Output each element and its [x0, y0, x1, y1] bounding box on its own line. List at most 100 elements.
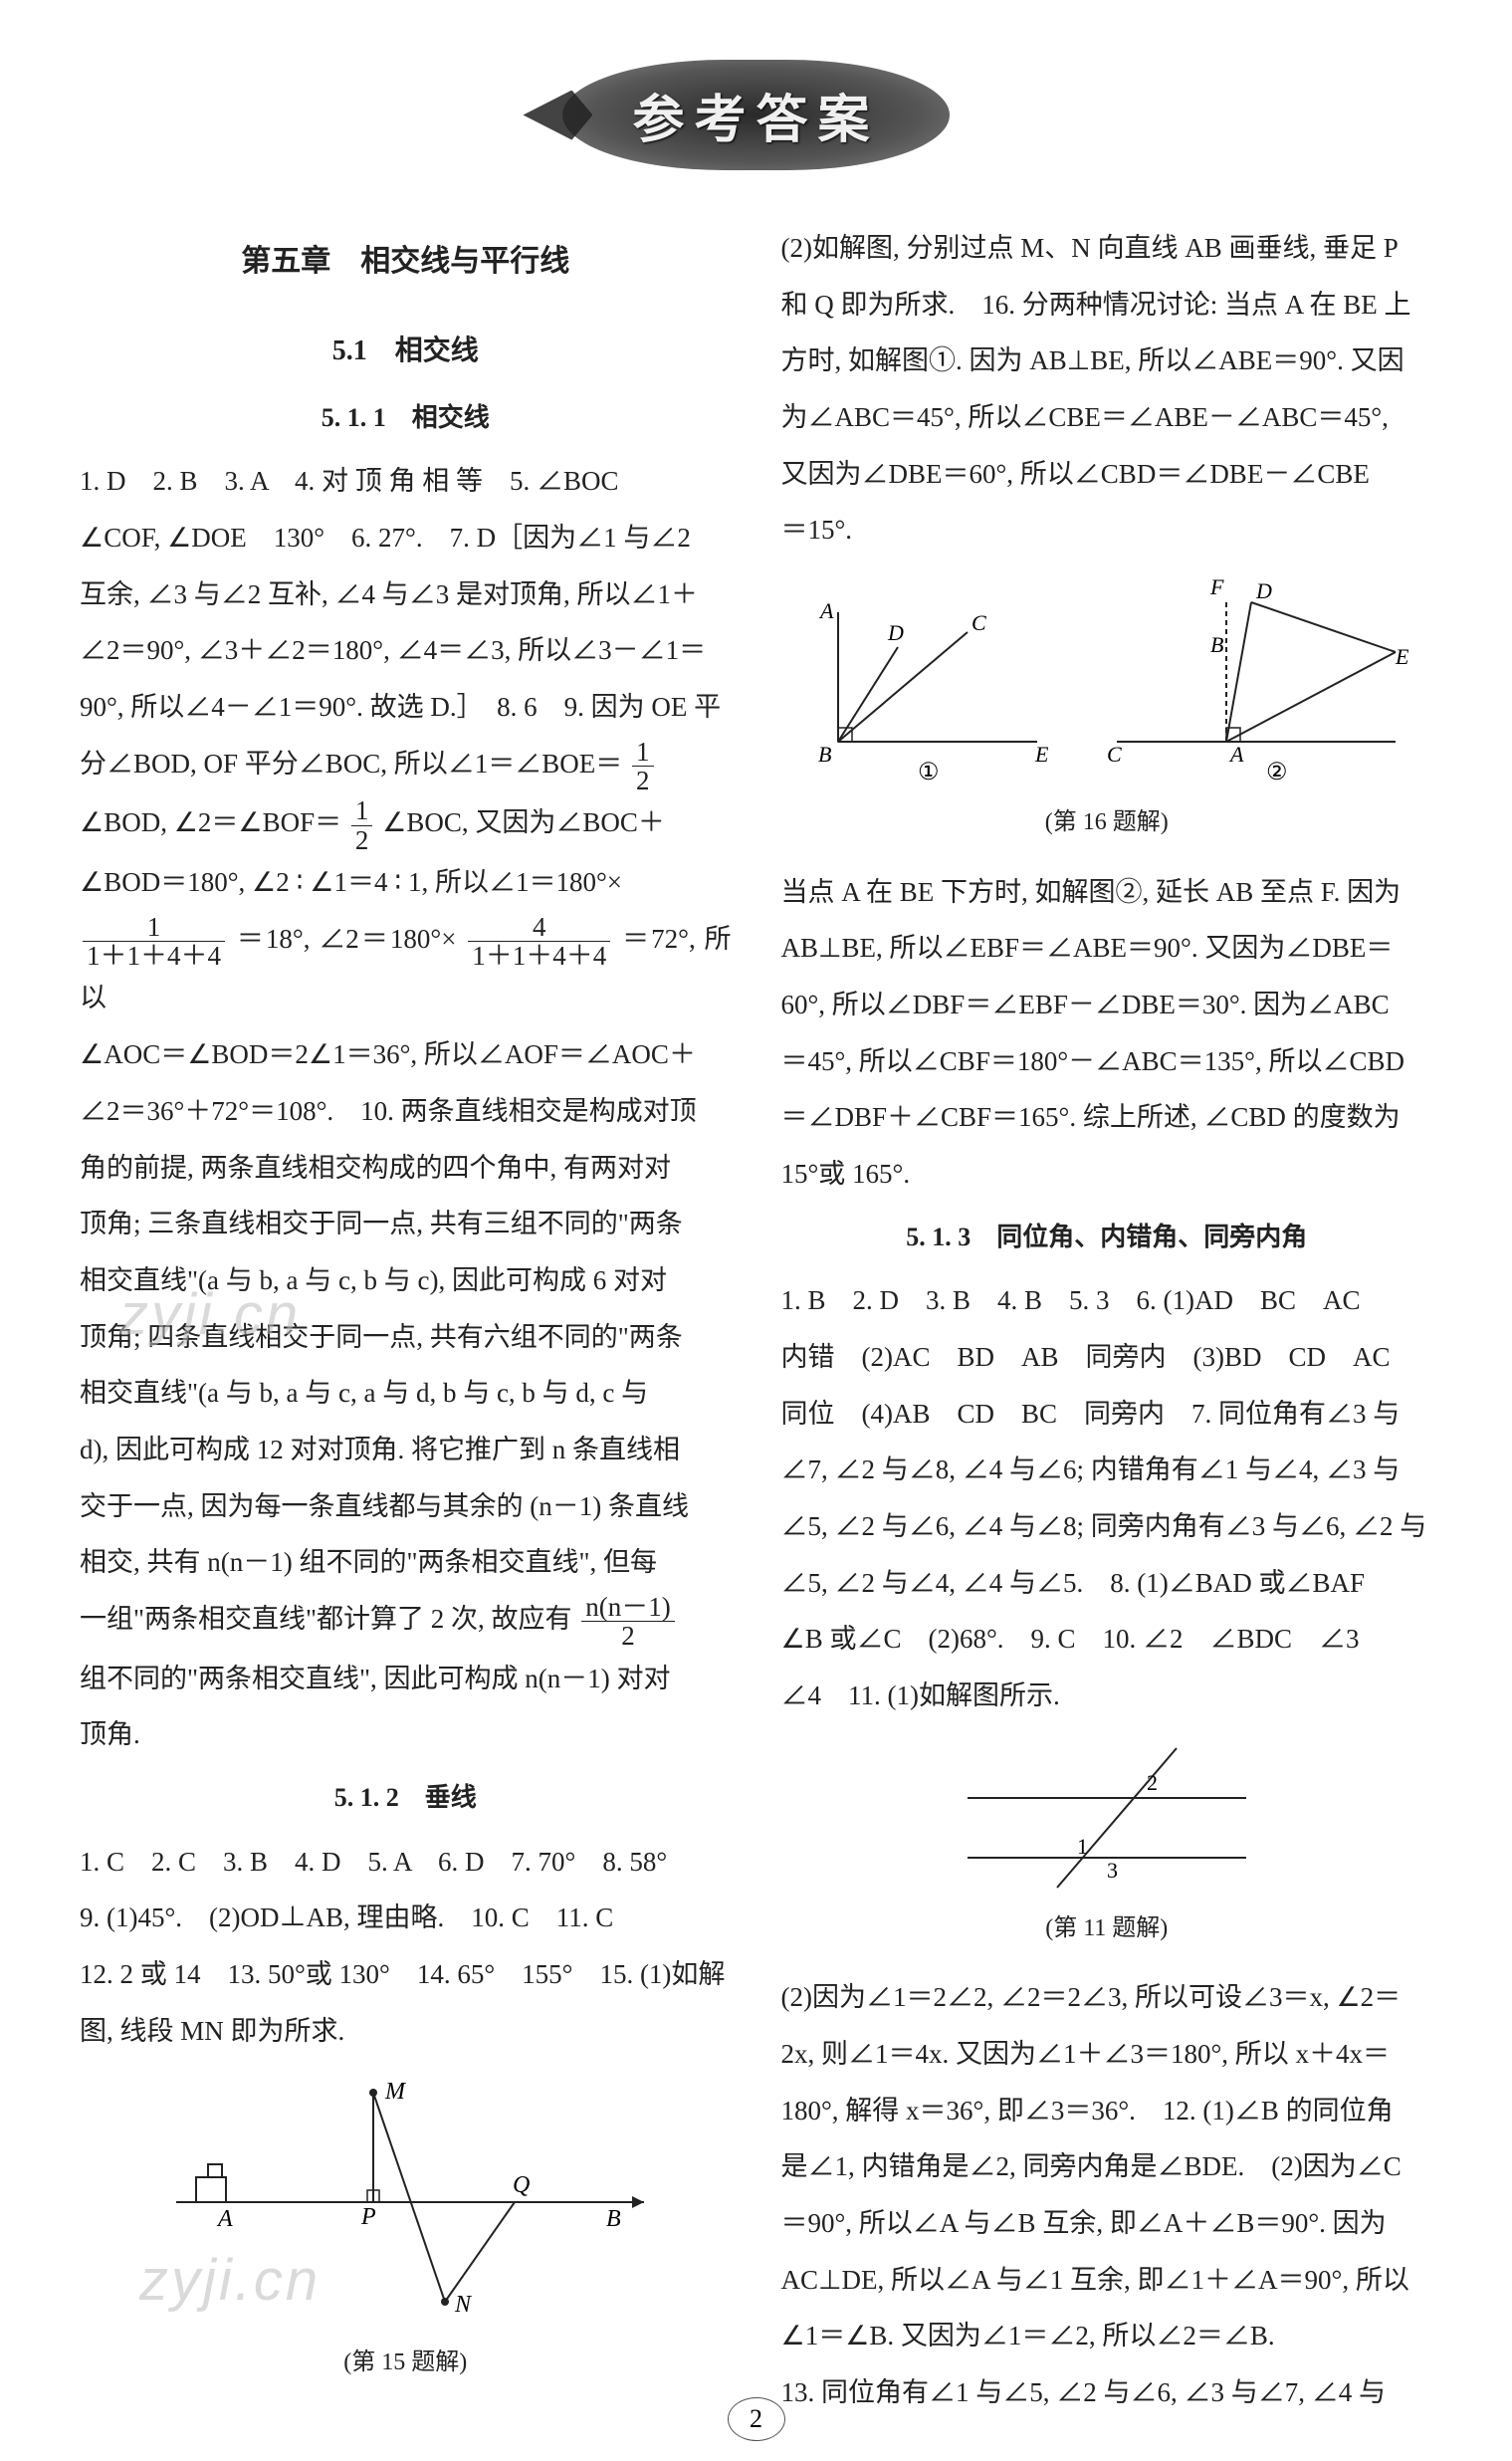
- subsection-5-1-2: 5. 1. 2 垂线: [80, 1771, 732, 1826]
- banner-title: 参考答案: [562, 60, 949, 170]
- right-column: (2)如解图, 分别过点 M、N 向直线 AB 画垂线, 垂足 P 和 Q 即为…: [781, 220, 1433, 2421]
- text-line: 为∠ABC＝45°, 所以∠CBE＝∠ABE－∠ABC＝45°,: [781, 389, 1433, 446]
- svg-text:F: F: [1209, 574, 1224, 599]
- header-banner: 参考答案: [80, 60, 1432, 170]
- text-line: ∠2＝90°, ∠3＋∠2＝180°, ∠4＝∠3, 所以∠3－∠1＝: [80, 622, 732, 679]
- svg-text:B: B: [1210, 632, 1223, 657]
- svg-text:E: E: [1034, 742, 1049, 767]
- label-M: M: [384, 2079, 407, 2105]
- fig15-caption: (第 15 题解): [80, 2338, 732, 2387]
- text-line: 当点 A 在 BE 下方时, 如解图②, 延长 AB 至点 F. 因为: [781, 864, 1433, 921]
- text-line: 11＋1＋4＋4 ＝18°, ∠2＝180°× 41＋1＋4＋4 ＝72°, 所…: [80, 911, 732, 1026]
- text-line: ＝∠DBF＋∠CBF＝165°. 综上所述, ∠CBD 的度数为: [781, 1089, 1433, 1146]
- fraction: 11＋1＋4＋4: [83, 913, 225, 971]
- text-line: 顶角; 三条直线相交于同一点, 共有三组不同的"两条: [80, 1196, 732, 1252]
- label-P: P: [360, 2204, 376, 2230]
- text-line: ＝45°, 所以∠CBF＝180°－∠ABC＝135°, 所以∠CBD: [781, 1033, 1433, 1090]
- svg-text:E: E: [1395, 644, 1409, 669]
- text-span: ∠BOC, 又因为∠BOC＋: [382, 807, 665, 837]
- fraction: 12: [632, 738, 654, 795]
- label-N: N: [454, 2292, 473, 2318]
- text-line: 内错 (2)AC BD AB 同旁内 (3)BD CD AC: [781, 1329, 1433, 1386]
- subsection-5-1-1: 5. 1. 1 相交线: [80, 391, 732, 446]
- text-line: 12. 2 或 14 13. 50°或 130° 14. 65° 155° 15…: [80, 1946, 732, 2003]
- fraction: n(n－1)2: [581, 1593, 674, 1651]
- text-line: 又因为∠DBE＝60°, 所以∠CBD＝∠DBE－∠CBE: [781, 446, 1433, 503]
- text-line: 90°, 所以∠4－∠1＝90°. 故选 D.］ 8. 6 9. 因为 OE 平: [80, 679, 732, 736]
- text-line: d), 因此可构成 12 对对顶角. 将它推广到 n 条直线相: [80, 1422, 732, 1478]
- svg-text:C: C: [972, 610, 986, 635]
- text-line: 2x, 则∠1＝4x. 又因为∠1＋∠3＝180°, 所以 x＋4x＝: [781, 2026, 1433, 2083]
- text-line: ∠4 11. (1)如解图所示.: [781, 1668, 1433, 1724]
- figure-15: M P N Q A B: [80, 2073, 732, 2332]
- text-line: 方时, 如解图①. 因为 AB⊥BE, 所以∠ABE＝90°. 又因: [781, 333, 1433, 389]
- text-line: 1. B 2. D 3. B 4. B 5. 3 6. (1)AD BC AC: [781, 1272, 1433, 1329]
- text-line: ∠5, ∠2 与∠6, ∠4 与∠8; 同旁内角有∠3 与∠6, ∠2 与: [781, 1498, 1433, 1555]
- label-B: B: [606, 2206, 621, 2232]
- text-line: 角的前提, 两条直线相交构成的四个角中, 有两对对: [80, 1140, 732, 1197]
- page: 参考答案 第五章 相交线与平行线 5.1 相交线 5. 1. 1 相交线 1. …: [0, 0, 1512, 2461]
- text-line: ∠BOD＝180°, ∠2 ∶ ∠1＝4 ∶ 1, 所以∠1＝180°×: [80, 854, 732, 911]
- svg-text:B: B: [818, 742, 831, 767]
- fig11-svg: 2 1 3: [948, 1738, 1266, 1898]
- svg-text:D: D: [887, 620, 904, 645]
- fig15-svg: M P N Q A B: [146, 2073, 664, 2332]
- text-line: 15°或 165°.: [781, 1146, 1433, 1203]
- svg-text:D: D: [1255, 578, 1272, 603]
- text-line: (2)因为∠1＝2∠2, ∠2＝2∠3, 所以可设∠3＝x, ∠2＝: [781, 1969, 1433, 2026]
- svg-text:C: C: [1107, 742, 1122, 767]
- text-line: 同位 (4)AB CD BC 同旁内 7. 同位角有∠3 与: [781, 1386, 1433, 1443]
- section-title-5-1: 5.1 相交线: [80, 323, 732, 381]
- svg-text:1: 1: [1077, 1834, 1088, 1859]
- figure-11: 2 1 3: [781, 1738, 1433, 1898]
- text-line: ∠7, ∠2 与∠8, ∠4 与∠6; 内错角有∠1 与∠4, ∠3 与: [781, 1442, 1433, 1498]
- page-number: 2: [728, 2397, 785, 2441]
- text-line: ∠5, ∠2 与∠4, ∠4 与∠5. 8. (1)∠BAD 或∠BAF: [781, 1555, 1433, 1612]
- text-line: ∠COF, ∠DOE 130° 6. 27°. 7. D［因为∠1 与∠2: [80, 510, 732, 566]
- text-line: 和 Q 即为所求. 16. 分两种情况讨论: 当点 A 在 BE 上: [781, 277, 1433, 334]
- text-line: ∠2＝36°＋72°＝108°. 10. 两条直线相交是构成对顶: [80, 1083, 732, 1140]
- text-line: 交于一点, 因为每一条直线都与其余的 (n－1) 条直线: [80, 1478, 732, 1535]
- text-line: 图, 线段 MN 即为所求.: [80, 2003, 732, 2060]
- text-line: 顶角.: [80, 1706, 732, 1763]
- svg-text:A: A: [1228, 742, 1244, 767]
- svg-text:①: ①: [918, 760, 940, 785]
- text-line: 1. D 2. B 3. A 4. 对 顶 角 相 等 5. ∠BOC: [80, 453, 732, 510]
- text-line: 互余, ∠3 与∠2 互补, ∠4 与∠3 是对顶角, 所以∠1＋: [80, 566, 732, 623]
- fig16-caption: (第 16 题解): [781, 797, 1433, 847]
- fraction: 41＋1＋4＋4: [468, 913, 610, 971]
- text-line: 相交, 共有 n(n－1) 组不同的"两条相交直线", 但每: [80, 1534, 732, 1591]
- text-line: ∠AOC＝∠BOD＝2∠1＝36°, 所以∠AOF＝∠AOC＋: [80, 1026, 732, 1083]
- text-line: AB⊥BE, 所以∠EBF＝∠ABE＝90°. 又因为∠DBE＝: [781, 920, 1433, 977]
- text-line: 一组"两条相交直线"都计算了 2 次, 故应有 n(n－1)2: [80, 1591, 732, 1651]
- label-A: A: [216, 2206, 233, 2232]
- text-line: 1. C 2. C 3. B 4. D 5. A 6. D 7. 70° 8. …: [80, 1834, 732, 1891]
- text-span: 分∠BOD, OF 平分∠BOC, 所以∠1＝∠BOE＝: [80, 749, 622, 779]
- text-line: 60°, 所以∠DBF＝∠EBF－∠DBE＝30°. 因为∠ABC: [781, 977, 1433, 1033]
- text-span: ∠BOD, ∠2＝∠BOF＝: [80, 807, 341, 837]
- text-line: 顶角; 四条直线相交于同一点, 共有六组不同的"两条: [80, 1309, 732, 1366]
- text-line: 组不同的"两条相交直线", 因此可构成 n(n－1) 对对: [80, 1651, 732, 1707]
- figure-16: A D C B E ①: [781, 572, 1433, 791]
- left-column: 第五章 相交线与平行线 5.1 相交线 5. 1. 1 相交线 1. D 2. …: [80, 220, 732, 2421]
- text-line: 180°, 解得 x＝36°, 即∠3＝36°. 12. (1)∠B 的同位角: [781, 2083, 1433, 2139]
- text-line: ＝15°.: [781, 502, 1433, 559]
- text-line: 是∠1, 内错角是∠2, 同旁内角是∠BDE. (2)因为∠C: [781, 2138, 1433, 2195]
- fig16-svg: A D C B E ①: [798, 572, 1415, 791]
- text-line: ∠BOD, ∠2＝∠BOF＝ 12 ∠BOC, 又因为∠BOC＋: [80, 794, 732, 854]
- svg-text:3: 3: [1107, 1858, 1118, 1883]
- text-line: 相交直线"(a 与 b, a 与 c, b 与 c), 因此可构成 6 对对: [80, 1252, 732, 1309]
- text-span: 一组"两条相交直线"都计算了 2 次, 故应有: [80, 1604, 572, 1634]
- fraction: 12: [351, 796, 373, 854]
- label-Q: Q: [513, 2172, 530, 2198]
- text-line: 相交直线"(a 与 b, a 与 c, a 与 d, b 与 c, b 与 d,…: [80, 1365, 732, 1422]
- text-line: ∠B 或∠C (2)68°. 9. C 10. ∠2 ∠BDC ∠3: [781, 1611, 1433, 1668]
- subsection-5-1-3: 5. 1. 3 同位角、内错角、同旁内角: [781, 1211, 1433, 1265]
- svg-text:A: A: [818, 598, 834, 623]
- text-line: 分∠BOD, OF 平分∠BOC, 所以∠1＝∠BOE＝ 12: [80, 736, 732, 795]
- text-line: ＝90°, 所以∠A 与∠B 互余, 即∠A＋∠B＝90°. 因为: [781, 2195, 1433, 2252]
- text-line: 9. (1)45°. (2)OD⊥AB, 理由略. 10. C 11. C: [80, 1890, 732, 1946]
- text-span: ＝18°, ∠2＝180°×: [237, 924, 457, 954]
- text-line: 13. 同位角有∠1 与∠5, ∠2 与∠6, ∠3 与∠7, ∠4 与: [781, 2364, 1433, 2421]
- text-line: AC⊥DE, 所以∠A 与∠1 互余, 即∠1＋∠A＝90°, 所以: [781, 2252, 1433, 2309]
